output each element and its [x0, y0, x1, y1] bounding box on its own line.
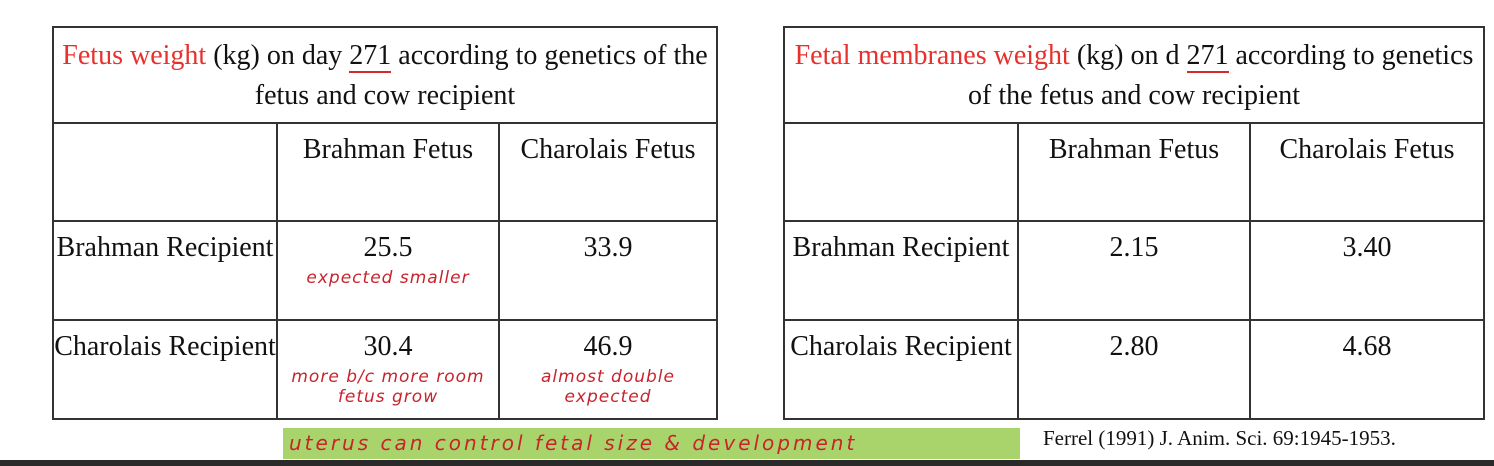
title-text: (kg) on d [1069, 40, 1187, 71]
handwritten-note: uterus can control fetal size & developm… [289, 431, 858, 455]
title-text: (kg) on day [206, 40, 350, 71]
header-cell: Charolais Fetus [1249, 122, 1485, 222]
table-title: Fetus weight (kg) on day 271 according t… [52, 26, 718, 124]
table-row: Brahman Recipient 2.15 3.40 [783, 220, 1485, 321]
header-cell: Charolais Fetus [498, 122, 718, 222]
title-text: according to genetics of the fetus and c… [968, 40, 1474, 111]
row-label: Charolais Recipient [783, 319, 1019, 420]
value: 30.4 [363, 331, 413, 362]
handwritten-note: almost double expected [541, 367, 675, 407]
fetal-membranes-table: Fetal membranes weight (kg) on d 271 acc… [783, 26, 1485, 420]
handwritten-note: expected smaller [306, 268, 470, 288]
value: 2.15 [1017, 220, 1251, 321]
table-row: Brahman Recipient 25.5 expected smaller 33.… [52, 220, 718, 321]
title-highlight: Fetal membranes weight [794, 40, 1070, 71]
value: 25.5 [363, 232, 413, 263]
value: 46.9 [583, 331, 633, 362]
day-value: 271 [349, 40, 392, 73]
fetus-weight-table: Fetus weight (kg) on day 271 according t… [52, 26, 718, 420]
cell: 25.5 expected smaller [276, 220, 500, 321]
cell: 30.4 more b/c more room fetus grow [276, 319, 500, 420]
table-title: Fetal membranes weight (kg) on d 271 acc… [783, 26, 1485, 124]
header-cell [783, 122, 1019, 222]
row-label: Brahman Recipient [783, 220, 1019, 321]
header-cell: Brahman Fetus [276, 122, 500, 222]
value: 2.80 [1017, 319, 1251, 420]
header-cell [52, 122, 278, 222]
row-label: Charolais Recipient [52, 319, 278, 420]
value: 3.40 [1249, 220, 1485, 321]
table-row: Charolais Recipient 2.80 4.68 [783, 319, 1485, 420]
handwritten-note: more b/c more room fetus grow [291, 367, 485, 407]
citation: Ferrel (1991) J. Anim. Sci. 69:1945-1953… [1043, 426, 1396, 450]
day-value: 271 [1186, 40, 1229, 73]
header-cell: Brahman Fetus [1017, 122, 1251, 222]
bottom-bar [0, 460, 1494, 466]
title-text: according to genetics of the fetus and c… [254, 40, 708, 111]
cell: 46.9 almost double expected [498, 319, 718, 420]
title-highlight: Fetus weight [62, 40, 207, 71]
value: 4.68 [1249, 319, 1485, 420]
highlighted-note: uterus can control fetal size & developm… [283, 428, 1020, 459]
value: 33.9 [498, 220, 718, 321]
table-row: Charolais Recipient 30.4 more b/c more roo… [52, 319, 718, 420]
row-label: Brahman Recipient [52, 220, 278, 321]
